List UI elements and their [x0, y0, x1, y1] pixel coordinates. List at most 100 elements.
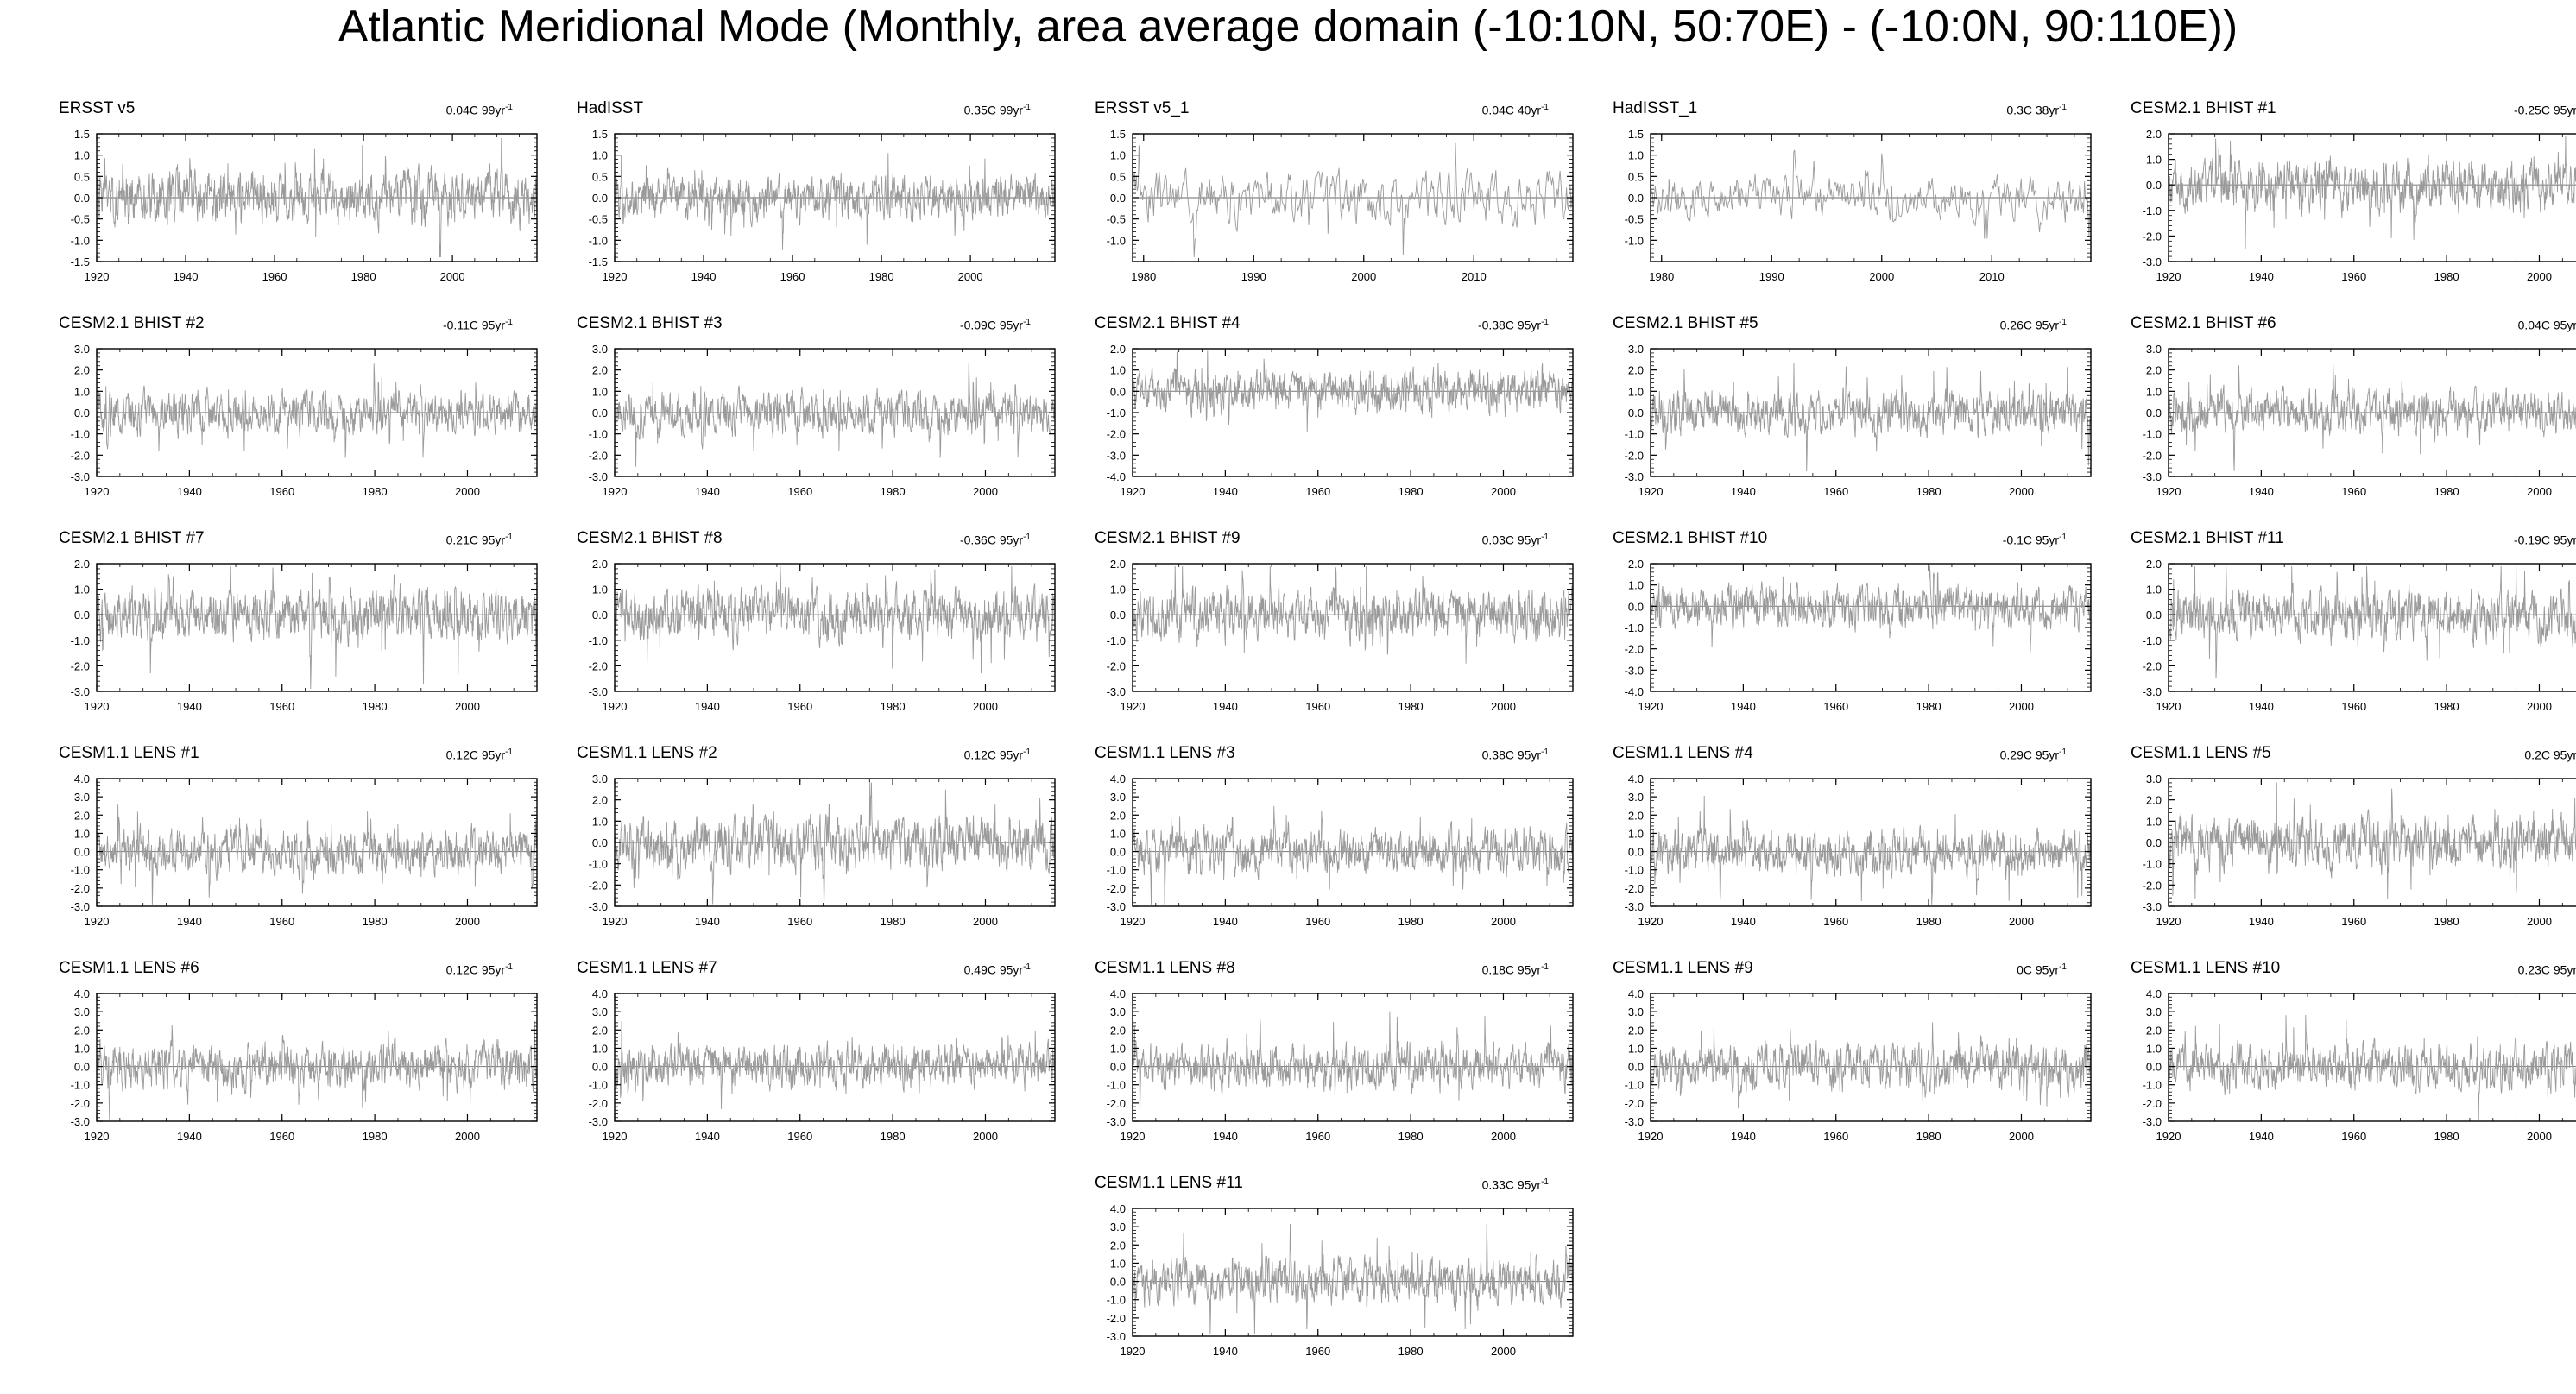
panel-title: CESM2.1 BHIST #7: [59, 529, 205, 547]
x-tick-label: 1920: [85, 1130, 110, 1143]
y-tick-label: 2.0: [2146, 1024, 2162, 1037]
x-tick-label: 1940: [695, 485, 720, 498]
x-tick-label: 1940: [1731, 485, 1756, 498]
panel-title: CESM2.1 BHIST #11: [2131, 529, 2284, 547]
y-tick-label: 1.0: [2146, 1042, 2162, 1055]
chart-svg: -3.0 -2.0 -1.0 0.0 1.0 2.0 3.0 4.0 1920 1940 1960 1…: [1625, 987, 2092, 1143]
chart-svg: -4.0 -3.0 -2.0 -1.0 0.0 1.0 2.0 1920 1940 1960 198…: [1107, 343, 1574, 498]
trend-value: -0.1C 95yr: [2002, 533, 2060, 547]
x-tick-label: 1980: [2434, 270, 2459, 283]
y-tick-label: 2.0: [592, 794, 608, 807]
trend-label: 0C 95yr-1: [2017, 960, 2067, 978]
x-tick-label: 1920: [85, 700, 110, 713]
plot-frame: [1132, 778, 1574, 907]
x-tick-label: 1980: [1649, 270, 1674, 283]
y-tick-label: 0.0: [1110, 609, 1126, 621]
y-tick-label: 1.5: [1628, 128, 1644, 141]
trend-value: 0.04C 99yr: [445, 103, 506, 117]
y-tick-label: -1.0: [71, 234, 90, 247]
x-tick-label: 2000: [455, 915, 480, 928]
y-tick-label: 4.0: [592, 987, 608, 1000]
y-tick-label: -2.0: [1625, 882, 1644, 895]
trend-value: -0.25C 95yr: [2513, 103, 2576, 117]
y-tick-label: 3.0: [1110, 791, 1126, 804]
chart-svg: -3.0 -2.0 -1.0 0.0 1.0 2.0 3.0 1920 1940 1960 1980…: [589, 343, 1056, 498]
trend-label: 0.3C 38yr-1: [2006, 100, 2067, 118]
plot-frame: [96, 563, 538, 692]
x-tick-label: 1990: [1759, 270, 1784, 283]
panel-title: HadISST_1: [1613, 99, 1698, 117]
x-tick-label: 1960: [787, 485, 812, 498]
panel-title: ERSST v5: [59, 99, 136, 117]
y-tick-label: -3.0: [1107, 1330, 1126, 1343]
x-tick-label: 1980: [1398, 700, 1424, 713]
trend-label: 0.26C 95yr-1: [2000, 315, 2067, 333]
x-tick-label: 1980: [1916, 915, 1941, 928]
y-tick-label: -1.0: [71, 428, 90, 441]
y-tick-label: 0.0: [2146, 1061, 2162, 1074]
y-tick-label: 0.0: [2146, 407, 2162, 419]
panel-title: CESM2.1 BHIST #2: [59, 314, 205, 332]
x-tick-label: 1940: [1213, 485, 1238, 498]
x-tick-label: 1980: [2434, 485, 2459, 498]
chart-svg: -3.0 -2.0 -1.0 0.0 1.0 2.0 3.0 4.0 1920 1940 1960 1…: [1107, 987, 1574, 1143]
x-tick-label: 1960: [269, 485, 294, 498]
x-tick-label: 1920: [603, 700, 628, 713]
x-tick-label: 1920: [85, 270, 110, 283]
y-tick-label: 0.0: [1110, 1276, 1126, 1289]
trend-exponent: -1: [1541, 1177, 1549, 1187]
x-tick-label: 2000: [1351, 270, 1376, 283]
y-tick-label: 1.0: [74, 149, 90, 162]
panel-title: ERSST v5_1: [1095, 99, 1190, 117]
y-tick-label: -2.0: [589, 449, 608, 462]
trend-value: 0.49C 95yr: [963, 962, 1024, 977]
y-tick-label: 1.0: [592, 1042, 608, 1055]
x-tick-label: 1980: [1398, 1345, 1424, 1358]
chart-svg: -3.0 -2.0 -1.0 0.0 1.0 2.0 3.0 4.0 1920 1940 1960 1…: [1625, 773, 2092, 928]
x-tick-label: 1980: [2434, 700, 2459, 713]
x-tick-label: 1920: [1121, 1130, 1146, 1143]
panel-title: CESM1.1 LENS #4: [1613, 744, 1753, 762]
y-tick-label: 1.0: [74, 583, 90, 596]
trend-label: -0.25C 95yr-1: [2514, 100, 2576, 118]
y-tick-label: -2.0: [1107, 428, 1126, 441]
trend-exponent: -1: [1023, 747, 1031, 757]
chart-panel: HadISST 0.35C 99yr-1 -1.5 -1.0 -0.5 0.0 0.5 1.0…: [565, 99, 1083, 315]
chart-panel: ERSST v5_1 0.04C 40yr-1 -1.0 -0.5 0.0 0.5 1.0 1…: [1083, 99, 1601, 315]
y-tick-label: 4.0: [1628, 987, 1644, 1000]
y-tick-label: -2.0: [1107, 659, 1126, 672]
x-tick-label: 1960: [2341, 485, 2366, 498]
panel-title: CESM1.1 LENS #10: [2131, 959, 2281, 977]
chart-panel: CESM2.1 BHIST #9 0.03C 95yr-1 -3.0 -2.0 -1.0…: [1083, 529, 1601, 745]
trend-exponent: -1: [505, 318, 513, 327]
trend-label: 0.49C 95yr-1: [964, 960, 1031, 978]
chart-svg: -3.0 -2.0 -1.0 0.0 1.0 2.0 3.0 4.0 1920 1940 1960 1…: [1107, 773, 1574, 928]
trend-exponent: -1: [505, 962, 513, 972]
y-tick-label: 0.0: [592, 192, 608, 205]
trend-label: 0.12C 95yr-1: [446, 745, 513, 763]
trend-exponent: -1: [2059, 962, 2067, 972]
chart-panel: CESM2.1 BHIST #10 -0.1C 95yr-1 -4.0 -3.0 -2.…: [1601, 529, 2118, 745]
x-tick-label: 1940: [2249, 1130, 2274, 1143]
trend-value: 0.12C 95yr: [445, 962, 506, 977]
y-tick-label: 1.0: [1628, 827, 1644, 840]
y-tick-label: 1.0: [1628, 149, 1644, 162]
y-tick-label: -2.0: [1625, 449, 1644, 462]
series-line: [1132, 1223, 1574, 1334]
y-tick-label: 1.5: [74, 128, 90, 141]
x-tick-label: 1980: [2434, 915, 2459, 928]
x-tick-label: 1920: [85, 915, 110, 928]
y-tick-label: 1.0: [1628, 385, 1644, 398]
chart-svg: -3.0 -2.0 -1.0 0.0 1.0 2.0 1920 1940 1960 1980 200…: [589, 558, 1056, 713]
x-tick-label: 1920: [1638, 485, 1664, 498]
plot-frame: [1132, 348, 1574, 477]
y-tick-label: 0.0: [1110, 385, 1126, 398]
trend-label: 0.04C 99yr-1: [446, 100, 513, 118]
y-tick-label: 1.0: [1110, 364, 1126, 377]
chart-svg: -3.0 -2.0 -1.0 0.0 1.0 2.0 3.0 1920 1940 1960 1980…: [589, 773, 1056, 928]
y-tick-label: 0.0: [1628, 1061, 1644, 1074]
chart-panel: CESM2.1 BHIST #3 -0.09C 95yr-1 -3.0 -2.0 -1.…: [565, 314, 1083, 530]
x-tick-label: 2000: [2009, 700, 2034, 713]
chart-panel: CESM1.1 LENS #6 0.12C 95yr-1 -3.0 -2.0 -1.0 0…: [47, 959, 565, 1175]
x-tick-label: 1960: [780, 270, 805, 283]
